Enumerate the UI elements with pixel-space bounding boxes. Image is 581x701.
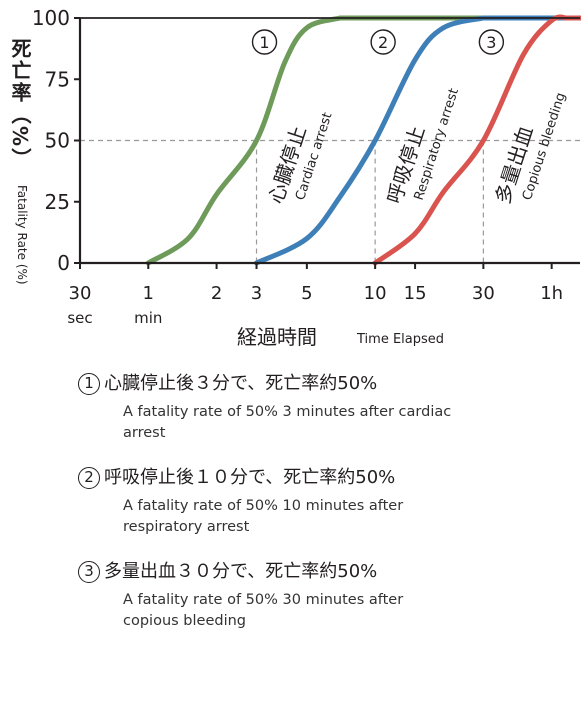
circled-number-icon: 2 (78, 467, 100, 489)
y-tick-label: 25 (45, 190, 70, 214)
x-axis-label-en: Time Elapsed (356, 332, 444, 347)
y-tick-label: 100 (32, 6, 70, 30)
note-item: 2 呼吸停止後１０分で、死亡率約50% A fatality rate of 5… (78, 466, 558, 538)
series-curves (145, 14, 581, 266)
series-marker-circle (370, 29, 396, 55)
axes (74, 17, 580, 269)
tick-labels: 0 25 50 75 100 30 sec 1 min 2 3 5 10 15 30 1h (32, 6, 563, 327)
series-line (145, 15, 581, 266)
note-description: A fatality rate of 50% 30 minutes after … (123, 592, 404, 629)
x-tick-label: 5 (301, 283, 312, 304)
note-description: A fatality rate of 50% 3 minutes after c… (123, 404, 452, 441)
note-item: 3 多量出血３０分で、死亡率約50% A fatality rate of 50… (78, 560, 558, 632)
series-marker-circle (478, 29, 505, 55)
x-tick-label: 1h (540, 283, 563, 304)
y-axis-label: 死亡率（%） (8, 38, 32, 170)
series-marker-number: 2 (378, 33, 388, 52)
y-tick-label: 50 (45, 129, 70, 153)
note-item: 1 心臓停止後３分で、死亡率約50% A fatality rate of 50… (78, 372, 558, 444)
y-tick-label: 0 (57, 251, 70, 275)
series-line (372, 14, 581, 266)
x-axis-label: 経過時間 (237, 325, 317, 349)
note-title: 心臓停止後３分で、死亡率約50% (104, 373, 378, 394)
x-tick-sublabel: sec (67, 309, 92, 327)
notes-list: 1 心臓停止後３分で、死亡率約50% A fatality rate of 50… (78, 372, 558, 654)
x-tick-label: 15 (404, 283, 427, 304)
reference-lines (80, 139, 580, 263)
note-description: A fatality rate of 50% 10 minutes after … (123, 498, 404, 535)
series-marker-circle (251, 29, 278, 55)
circled-number-icon: 1 (78, 373, 100, 395)
series-marker-number: 3 (486, 33, 496, 52)
x-tick-label: 30 (69, 283, 92, 304)
series-line (254, 15, 581, 266)
x-tick-sublabel: min (134, 309, 162, 327)
x-tick-label: 3 (251, 283, 262, 304)
y-tick-label: 75 (45, 67, 70, 91)
x-tick-label: 10 (364, 283, 387, 304)
x-tick-label: 2 (211, 283, 222, 304)
y-axis-label-en: Fatality Rate (%) (15, 185, 29, 285)
series-marker-number: 1 (259, 33, 269, 52)
x-tick-label: 1 (143, 283, 154, 304)
note-title: 呼吸停止後１０分で、死亡率約50% (104, 467, 396, 488)
x-tick-label: 30 (472, 283, 495, 304)
circled-number-icon: 3 (78, 561, 100, 583)
note-title: 多量出血３０分で、死亡率約50% (104, 561, 378, 582)
